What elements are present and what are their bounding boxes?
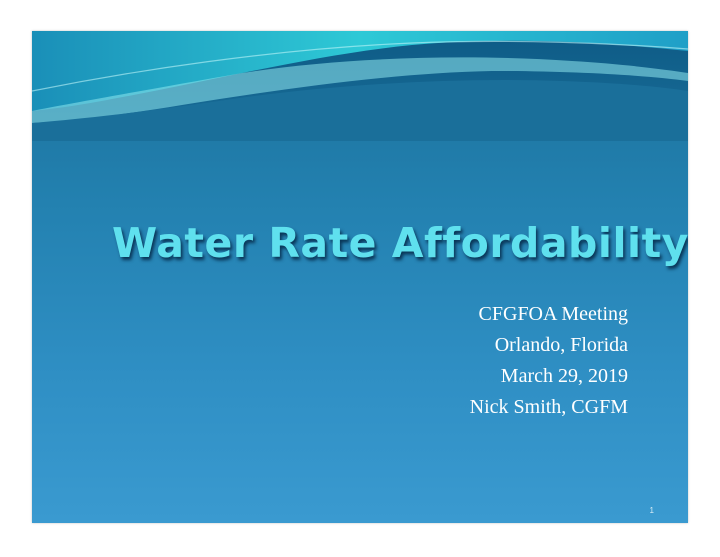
slide: Water Rate Affordability CFGFOA Meeting … <box>32 31 688 523</box>
wave-header-graphic <box>32 31 688 141</box>
subtitle-presenter: Nick Smith, CGFM <box>469 396 628 418</box>
page-number: 1 <box>649 506 654 515</box>
subtitle-location: Orlando, Florida <box>494 334 628 356</box>
subtitle-meeting: CFGFOA Meeting <box>478 303 628 325</box>
subtitle-date: March 29, 2019 <box>500 365 628 387</box>
subtitle-block: CFGFOA Meeting Orlando, Florida March 29… <box>470 299 628 423</box>
slide-title: Water Rate Affordability <box>112 219 688 267</box>
